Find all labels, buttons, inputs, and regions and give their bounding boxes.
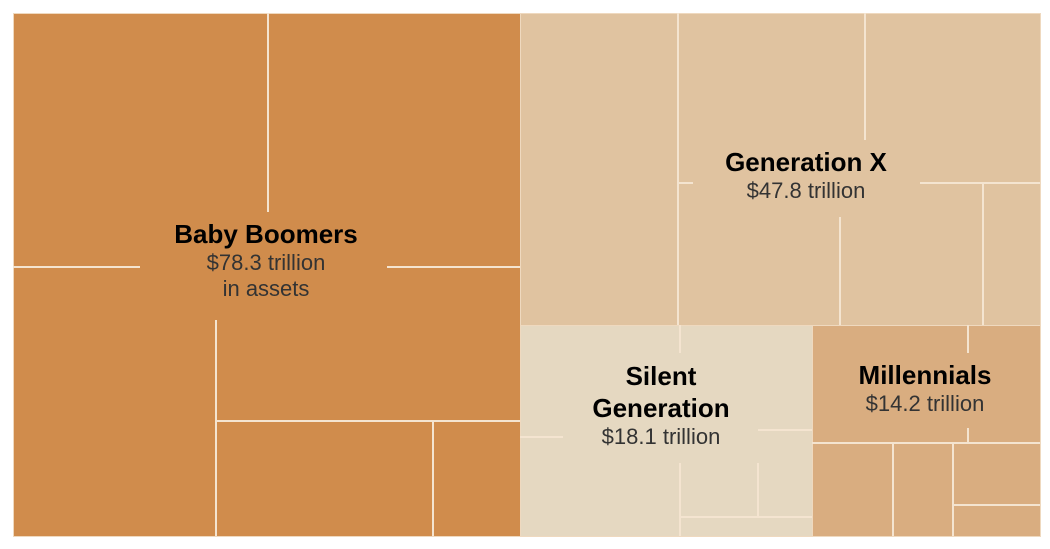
divider: [677, 13, 679, 325]
segment-millennials: [812, 325, 1041, 537]
divider: [952, 504, 1040, 506]
divider: [267, 13, 269, 212]
segment-name: Millennials: [858, 360, 992, 390]
divider: [967, 428, 969, 443]
segment-name: Generation X: [725, 147, 887, 177]
divider: [387, 266, 520, 268]
divider: [864, 13, 866, 140]
divider: [679, 325, 681, 353]
divider: [812, 442, 1040, 444]
segment-silent-generation: [520, 325, 813, 537]
divider: [679, 463, 681, 536]
divider: [892, 442, 894, 536]
divider: [982, 182, 984, 325]
segment-value: $14.2 trillion: [865, 391, 985, 416]
divider: [758, 429, 812, 431]
segment-value: $47.8 trillion: [746, 178, 866, 203]
divider: [839, 217, 841, 325]
segment-name: Silent Generation: [592, 361, 730, 423]
divider: [13, 266, 140, 268]
label-silent-generation: Silent Generation $18.1 trillion: [561, 360, 761, 450]
divider: [967, 325, 969, 353]
divider: [677, 182, 693, 184]
divider: [215, 320, 217, 536]
divider: [432, 420, 434, 536]
label-generation-x: Generation X $47.8 trillion: [725, 146, 887, 204]
divider: [920, 182, 1040, 184]
label-baby-boomers: Baby Boomers $78.3 trillion in assets: [174, 218, 358, 302]
divider: [757, 463, 759, 517]
divider: [215, 420, 520, 422]
divider: [679, 516, 812, 518]
segment-value: $18.1 trillion: [601, 424, 721, 449]
segment-name: Baby Boomers: [174, 219, 358, 249]
divider: [520, 436, 563, 438]
label-millennials: Millennials $14.2 trillion: [859, 359, 992, 417]
segment-subtext: in assets: [222, 276, 310, 301]
divider: [952, 442, 954, 536]
segment-generation-x: [520, 13, 1041, 326]
segment-value: $78.3 trillion: [206, 250, 326, 275]
